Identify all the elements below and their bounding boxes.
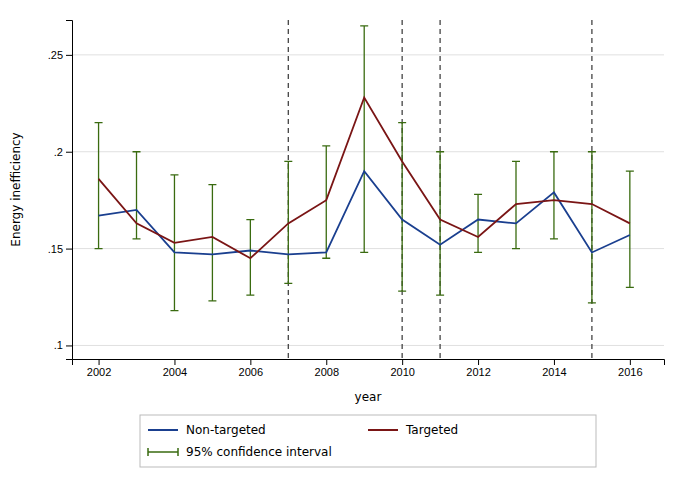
grid-line [72, 54, 664, 55]
x-tick-mark [326, 359, 327, 365]
legend-handle [368, 429, 398, 431]
x-tick-mark [630, 359, 631, 365]
x-tick: 2016 [618, 359, 642, 378]
x-tick-mark [402, 359, 403, 365]
x-tick: 2010 [390, 359, 414, 378]
error-bar [626, 171, 634, 287]
y-tick-mark [66, 249, 72, 250]
y-tick-label: .2 [54, 146, 63, 158]
grid-line [72, 248, 664, 249]
grid [72, 55, 664, 346]
x-tick-label: 2004 [163, 366, 187, 378]
y-tick-label: .15 [48, 243, 63, 255]
error-bar [398, 123, 406, 292]
vlines [288, 20, 592, 359]
x-tick-mark [99, 359, 100, 365]
x-tick-label: 2016 [618, 366, 642, 378]
y-tick: .25 [48, 49, 72, 61]
x-tick-mark [250, 359, 251, 365]
x-tick-label: 2014 [542, 366, 566, 378]
error-bar [588, 152, 596, 303]
x-tick: 2008 [315, 359, 339, 378]
error-bars [95, 26, 634, 311]
legend-label: 95% confidence interval [186, 445, 332, 459]
y-axis: .1 .15 .2 .25 [48, 21, 73, 360]
legend-label: Targeted [405, 423, 458, 437]
x-tick-label: 2010 [390, 366, 414, 378]
y-tick: .15 [48, 243, 72, 255]
legend-item: Non-targeted [148, 423, 266, 437]
error-bar [360, 26, 368, 253]
y-tick-mark [66, 152, 72, 153]
x-axis: 2002 2004 2006 2008 2010 2012 2014 2016 [73, 359, 665, 378]
x-axis-title: year [355, 390, 382, 404]
x-tick-mark [174, 359, 175, 365]
plot: 2002 2004 2006 2008 2010 2012 2014 2016 .1 .15 .2.… [9, 20, 665, 467]
x-tick-mark [478, 359, 479, 365]
legend-label: Non-targeted [186, 423, 266, 437]
x-tick: 2014 [542, 359, 566, 378]
x-tick-label: 2012 [466, 366, 490, 378]
x-tick: 2004 [163, 359, 187, 378]
x-tick: 2002 [87, 359, 111, 378]
grid-line [72, 151, 664, 152]
legend-item: 95% confidence interval [148, 445, 332, 459]
chart: 2002 2004 2006 2008 2010 2012 2014 2016 .1 .15 .2.… [0, 0, 688, 483]
legend-item: Targeted [368, 423, 458, 437]
y-tick-mark [66, 55, 72, 56]
y-tick-mark [66, 345, 72, 346]
x-axis-line [73, 360, 665, 366]
marks [95, 20, 634, 359]
y-tick-label: .25 [48, 49, 63, 61]
x-tick: 2012 [466, 359, 490, 378]
x-tick-label: 2008 [315, 366, 339, 378]
y-axis-title: Energy inefficiency [9, 132, 23, 246]
x-tick-mark [554, 359, 555, 365]
x-tick-label: 2002 [87, 366, 111, 378]
line-series [99, 97, 630, 258]
x-tick: 2006 [239, 359, 263, 378]
error-bar [474, 194, 482, 252]
error-bar [95, 123, 103, 249]
legend-handle [148, 429, 178, 431]
y-axis-line [66, 21, 73, 360]
legend-handle [148, 448, 178, 456]
y-tick: .1 [54, 339, 72, 351]
legend-frame [140, 415, 596, 467]
legend: Non-targeted Targeted 95% confidence inter… [140, 415, 596, 467]
y-tick-label: .1 [54, 339, 63, 351]
y-tick: .2 [54, 146, 72, 158]
error-bar [436, 152, 444, 295]
x-tick-label: 2006 [239, 366, 263, 378]
error-bar [208, 185, 216, 301]
grid-line [72, 345, 664, 346]
